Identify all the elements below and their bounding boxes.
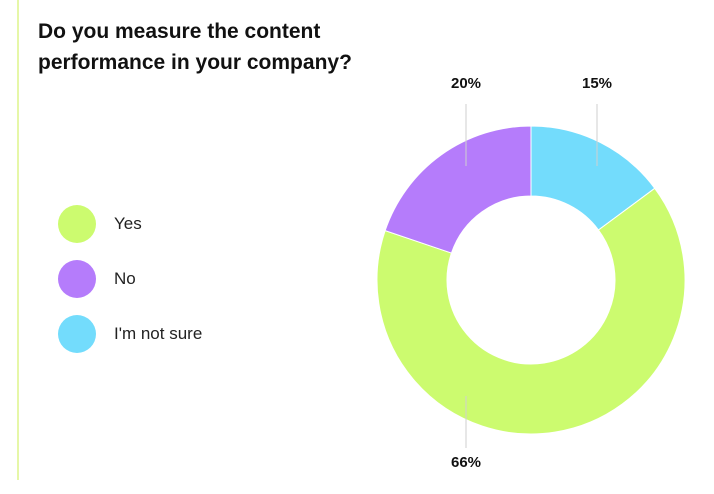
legend-label-no: No <box>114 269 136 288</box>
legend-label-not-sure: I'm not sure <box>114 324 203 343</box>
donut-slice-yes <box>376 187 686 435</box>
legend-item-no: No <box>58 260 202 298</box>
legend-item-yes: Yes <box>58 205 202 243</box>
legend-label-yes: Yes <box>114 214 142 233</box>
legend-dot-not-sure <box>58 315 96 353</box>
legend-item-not-sure: I'm not sure <box>58 315 202 353</box>
legend-dot-yes <box>58 205 96 243</box>
data-label-i-m-not-sure: 15% <box>582 75 612 92</box>
chart-title: Do you measure the content performance i… <box>38 20 352 74</box>
data-label-no: 20% <box>451 75 481 92</box>
legend-dot-no <box>58 260 96 298</box>
data-label-yes: 66% <box>451 454 481 471</box>
accent-line <box>17 0 19 480</box>
legend: Yes No I'm not sure <box>58 205 202 370</box>
donut-slice-no <box>384 125 532 254</box>
